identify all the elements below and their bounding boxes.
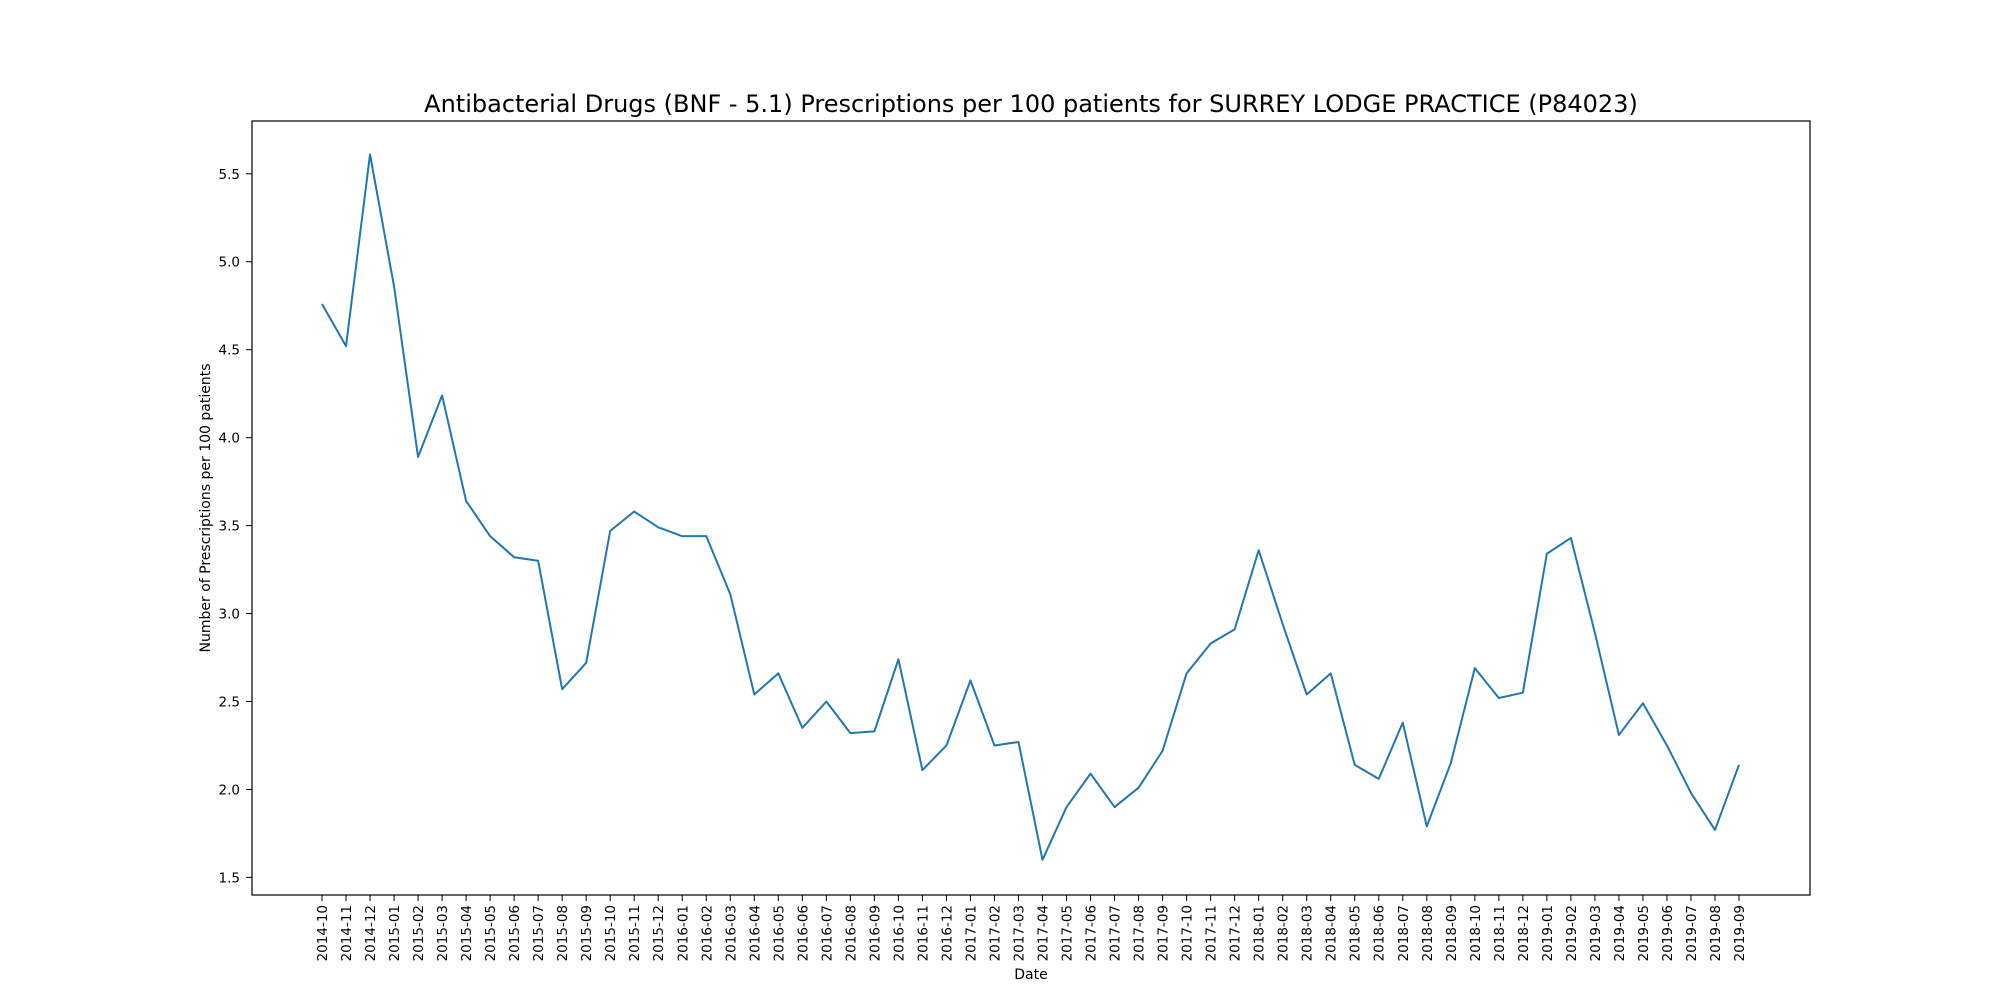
x-tick-label: 2017-05 bbox=[1060, 905, 1076, 961]
x-tick-label: 2019-04 bbox=[1612, 905, 1628, 961]
x-tick-label: 2017-12 bbox=[1228, 905, 1244, 961]
plot-frame bbox=[251, 120, 1811, 896]
y-axis-label: Number of Prescriptions per 100 patients bbox=[198, 364, 214, 653]
x-tick-label: 2016-12 bbox=[939, 905, 955, 961]
x-axis: 2014-10 2014-11 2014-12 2015-01 2015-02 2015-… bbox=[315, 895, 1748, 961]
y-tick-label: 2.0 bbox=[219, 782, 240, 798]
x-tick-label: 2014-11 bbox=[339, 905, 355, 961]
x-tick-label: 2017-09 bbox=[1156, 905, 1172, 961]
x-tick-label: 2019-05 bbox=[1636, 905, 1652, 961]
x-tick-label: 2016-10 bbox=[891, 905, 907, 961]
x-tick-label: 2019-01 bbox=[1540, 905, 1556, 961]
x-tick-label: 2017-03 bbox=[1011, 905, 1027, 961]
x-tick-label: 2017-06 bbox=[1084, 905, 1100, 961]
x-tick-label: 2015-08 bbox=[555, 905, 571, 961]
x-tick-label: 2018-02 bbox=[1276, 905, 1292, 961]
x-tick-label: 2016-05 bbox=[771, 905, 787, 961]
x-tick-label: 2016-11 bbox=[915, 905, 931, 961]
x-tick-label: 2015-09 bbox=[579, 905, 595, 961]
x-tick-label: 2015-07 bbox=[531, 905, 547, 961]
x-tick-label: 2018-05 bbox=[1348, 905, 1364, 961]
x-tick-label: 2018-01 bbox=[1252, 905, 1268, 961]
x-tick-label: 2015-03 bbox=[435, 905, 451, 961]
x-tick-label: 2016-07 bbox=[819, 905, 835, 961]
x-tick-label: 2015-11 bbox=[627, 905, 643, 961]
x-tick-label: 2015-05 bbox=[483, 905, 499, 961]
x-tick-label: 2017-11 bbox=[1204, 905, 1220, 961]
y-axis: 1.5 2.0 2.5 3.0 3.5 4.0 4.5 5.0 5.5 bbox=[219, 167, 252, 886]
x-tick-label: 2018-03 bbox=[1300, 905, 1316, 961]
x-tick-label: 2018-10 bbox=[1468, 905, 1484, 961]
chart-title: Antibacterial Drugs (BNF - 5.1) Prescrip… bbox=[424, 90, 1638, 118]
y-tick-label: 3.5 bbox=[219, 519, 240, 535]
y-tick-label: 2.5 bbox=[219, 695, 240, 711]
x-tick-label: 2015-04 bbox=[459, 905, 475, 961]
x-tick-label: 2014-12 bbox=[363, 905, 379, 961]
series-line bbox=[321, 153, 1740, 861]
y-tick-label: 3.0 bbox=[219, 607, 240, 623]
x-tick-label: 2016-04 bbox=[747, 905, 763, 961]
x-tick-label: 2015-01 bbox=[387, 905, 403, 961]
x-tick-label: 2016-03 bbox=[723, 905, 739, 961]
x-tick-label: 2018-08 bbox=[1420, 905, 1436, 961]
x-tick-label: 2014-10 bbox=[315, 905, 331, 961]
x-tick-label: 2016-08 bbox=[843, 905, 859, 961]
x-tick-label: 2018-06 bbox=[1372, 905, 1388, 961]
x-tick-label: 2019-06 bbox=[1660, 905, 1676, 961]
x-tick-label: 2019-02 bbox=[1564, 905, 1580, 961]
x-axis-label: Date bbox=[1014, 967, 1047, 983]
x-tick-label: 2015-06 bbox=[507, 905, 523, 961]
x-tick-label: 2018-04 bbox=[1324, 905, 1340, 961]
x-tick-label: 2015-10 bbox=[603, 905, 619, 961]
y-tick-label: 5.0 bbox=[219, 255, 240, 271]
x-tick-label: 2016-06 bbox=[795, 905, 811, 961]
x-tick-label: 2015-02 bbox=[411, 905, 427, 961]
x-tick-label: 2017-08 bbox=[1132, 905, 1148, 961]
x-tick-label: 2016-01 bbox=[675, 905, 691, 961]
y-tick-label: 4.5 bbox=[219, 343, 240, 359]
x-tick-label: 2019-07 bbox=[1684, 905, 1700, 961]
x-tick-label: 2017-04 bbox=[1036, 905, 1052, 961]
x-tick-label: 2016-09 bbox=[867, 905, 883, 961]
x-tick-label: 2019-08 bbox=[1708, 905, 1724, 961]
x-tick-label: 2017-10 bbox=[1180, 905, 1196, 961]
y-tick-label: 1.5 bbox=[219, 870, 240, 886]
x-tick-label: 2017-02 bbox=[987, 905, 1003, 961]
x-tick-label: 2018-12 bbox=[1516, 905, 1532, 961]
x-tick-label: 2019-03 bbox=[1588, 905, 1604, 961]
x-tick-label: 2015-12 bbox=[651, 905, 667, 961]
y-tick-label: 4.0 bbox=[219, 431, 240, 447]
x-tick-label: 2017-01 bbox=[963, 905, 979, 961]
x-tick-label: 2019-09 bbox=[1732, 905, 1748, 961]
y-tick-label: 5.5 bbox=[219, 167, 240, 183]
x-tick-label: 2017-07 bbox=[1108, 905, 1124, 961]
x-tick-label: 2018-07 bbox=[1396, 905, 1412, 961]
x-tick-label: 2016-02 bbox=[699, 905, 715, 961]
x-tick-label: 2018-11 bbox=[1492, 905, 1508, 961]
x-tick-label: 2018-09 bbox=[1444, 905, 1460, 961]
